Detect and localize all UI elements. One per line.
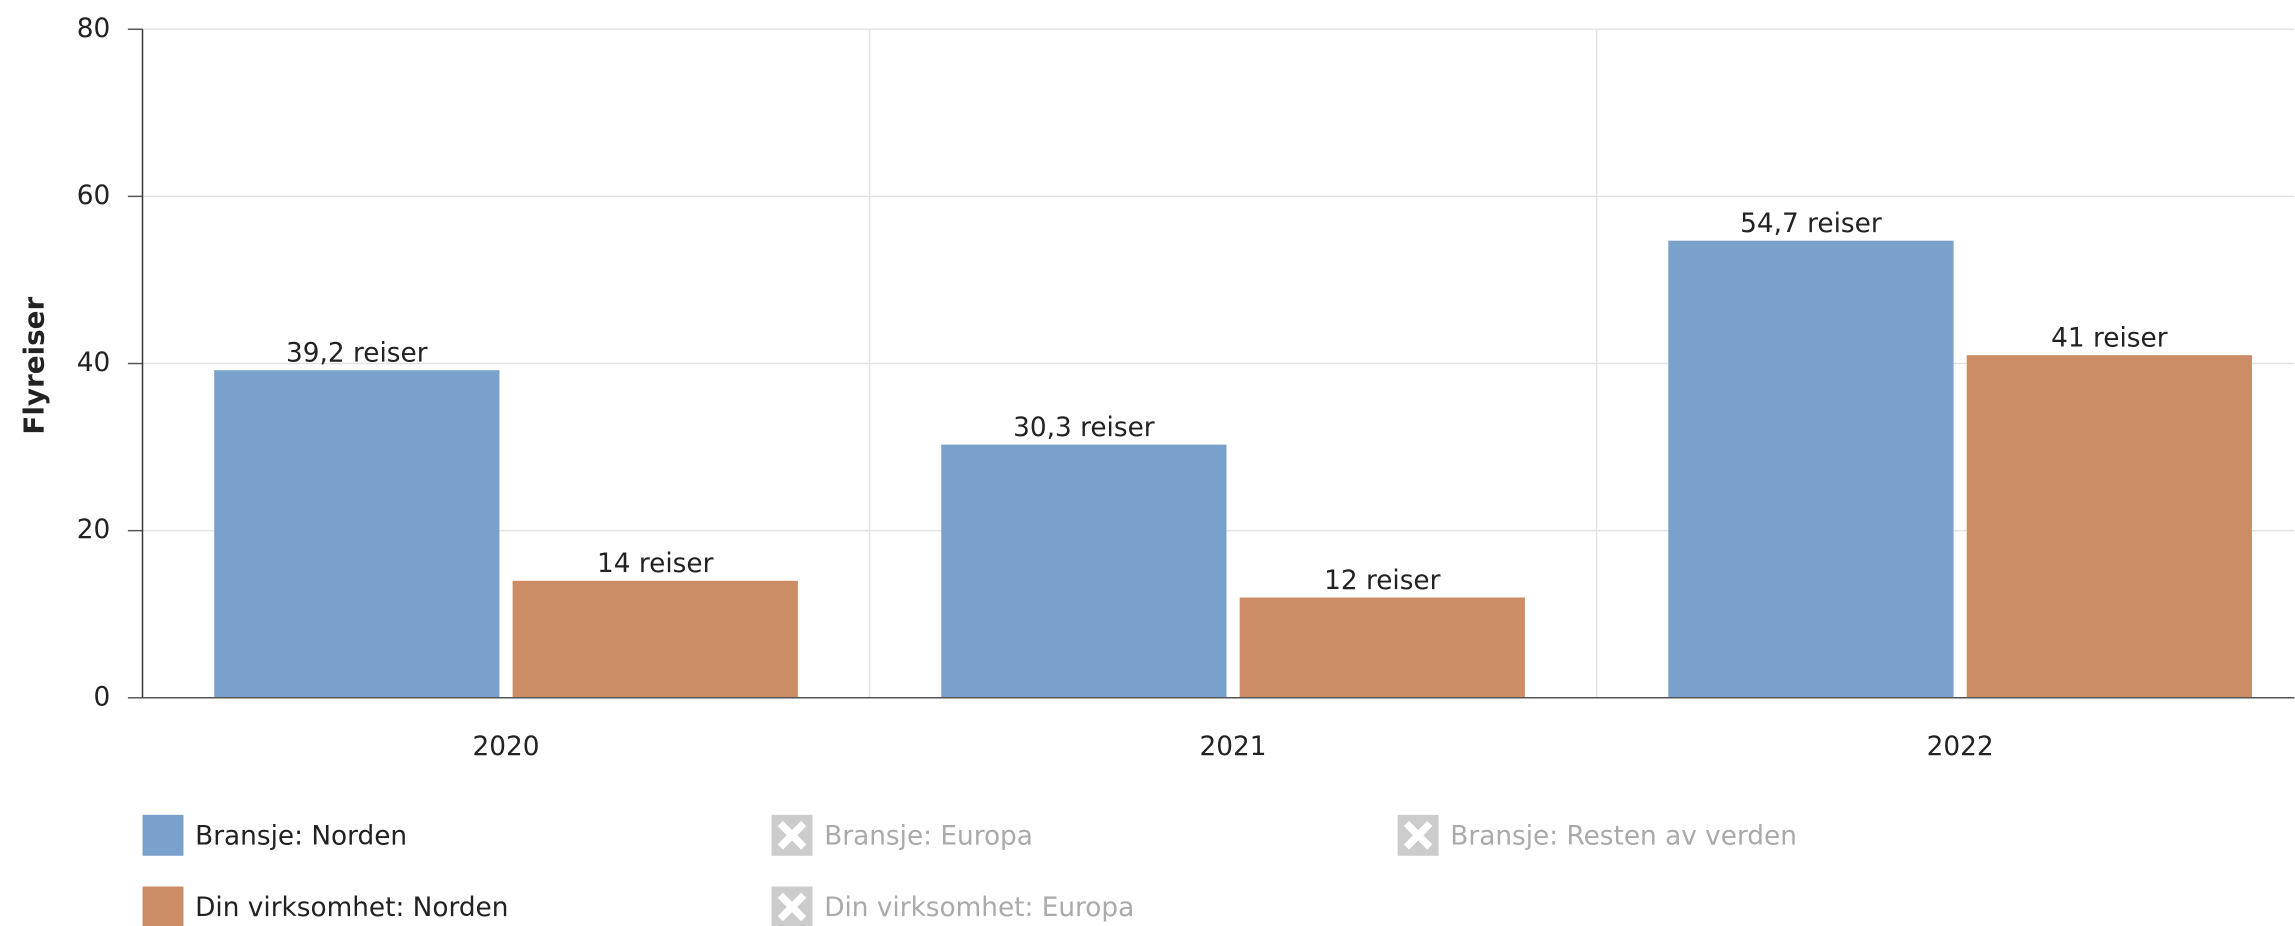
legend-label[interactable]: Bransje: Resten av verden <box>1450 821 1797 851</box>
y-tick-label: 20 <box>77 515 111 545</box>
value-label: 39,2 reiser <box>286 339 428 369</box>
legend-label[interactable]: Din virksomhet: Norden <box>195 893 508 923</box>
value-label: 30,3 reiser <box>1013 413 1155 443</box>
legend-hidden-icon <box>1403 821 1433 850</box>
bar <box>512 580 798 698</box>
x-tick-label: 2020 <box>473 732 540 762</box>
value-label: 14 reiser <box>597 549 714 579</box>
bar <box>214 370 500 698</box>
legend-label[interactable]: Bransje: Norden <box>195 821 407 851</box>
y-axis-label: Flyreiser <box>18 297 51 435</box>
legend-swatch <box>142 814 184 856</box>
value-label: 12 reiser <box>1324 566 1441 596</box>
bar <box>1239 597 1525 698</box>
legend-hidden-icon <box>777 821 807 850</box>
legend-hidden-icon <box>777 892 807 922</box>
value-label: 41 reiser <box>2051 324 2168 354</box>
bar <box>941 444 1227 698</box>
bar <box>1966 355 2252 698</box>
y-tick-label: 40 <box>77 348 111 378</box>
legend-swatch <box>142 886 184 926</box>
x-tick-label: 2021 <box>1200 732 1267 762</box>
y-tick-label: 0 <box>94 682 111 712</box>
value-label: 54,7 reiser <box>1740 209 1882 239</box>
x-tick-label: 2022 <box>1927 732 1994 762</box>
legend-label[interactable]: Din virksomhet: Europa <box>824 893 1134 923</box>
y-tick-label: 60 <box>77 181 111 211</box>
y-tick-label: 80 <box>77 14 111 44</box>
bar <box>1668 240 1954 698</box>
legend-label[interactable]: Bransje: Europa <box>824 821 1033 851</box>
